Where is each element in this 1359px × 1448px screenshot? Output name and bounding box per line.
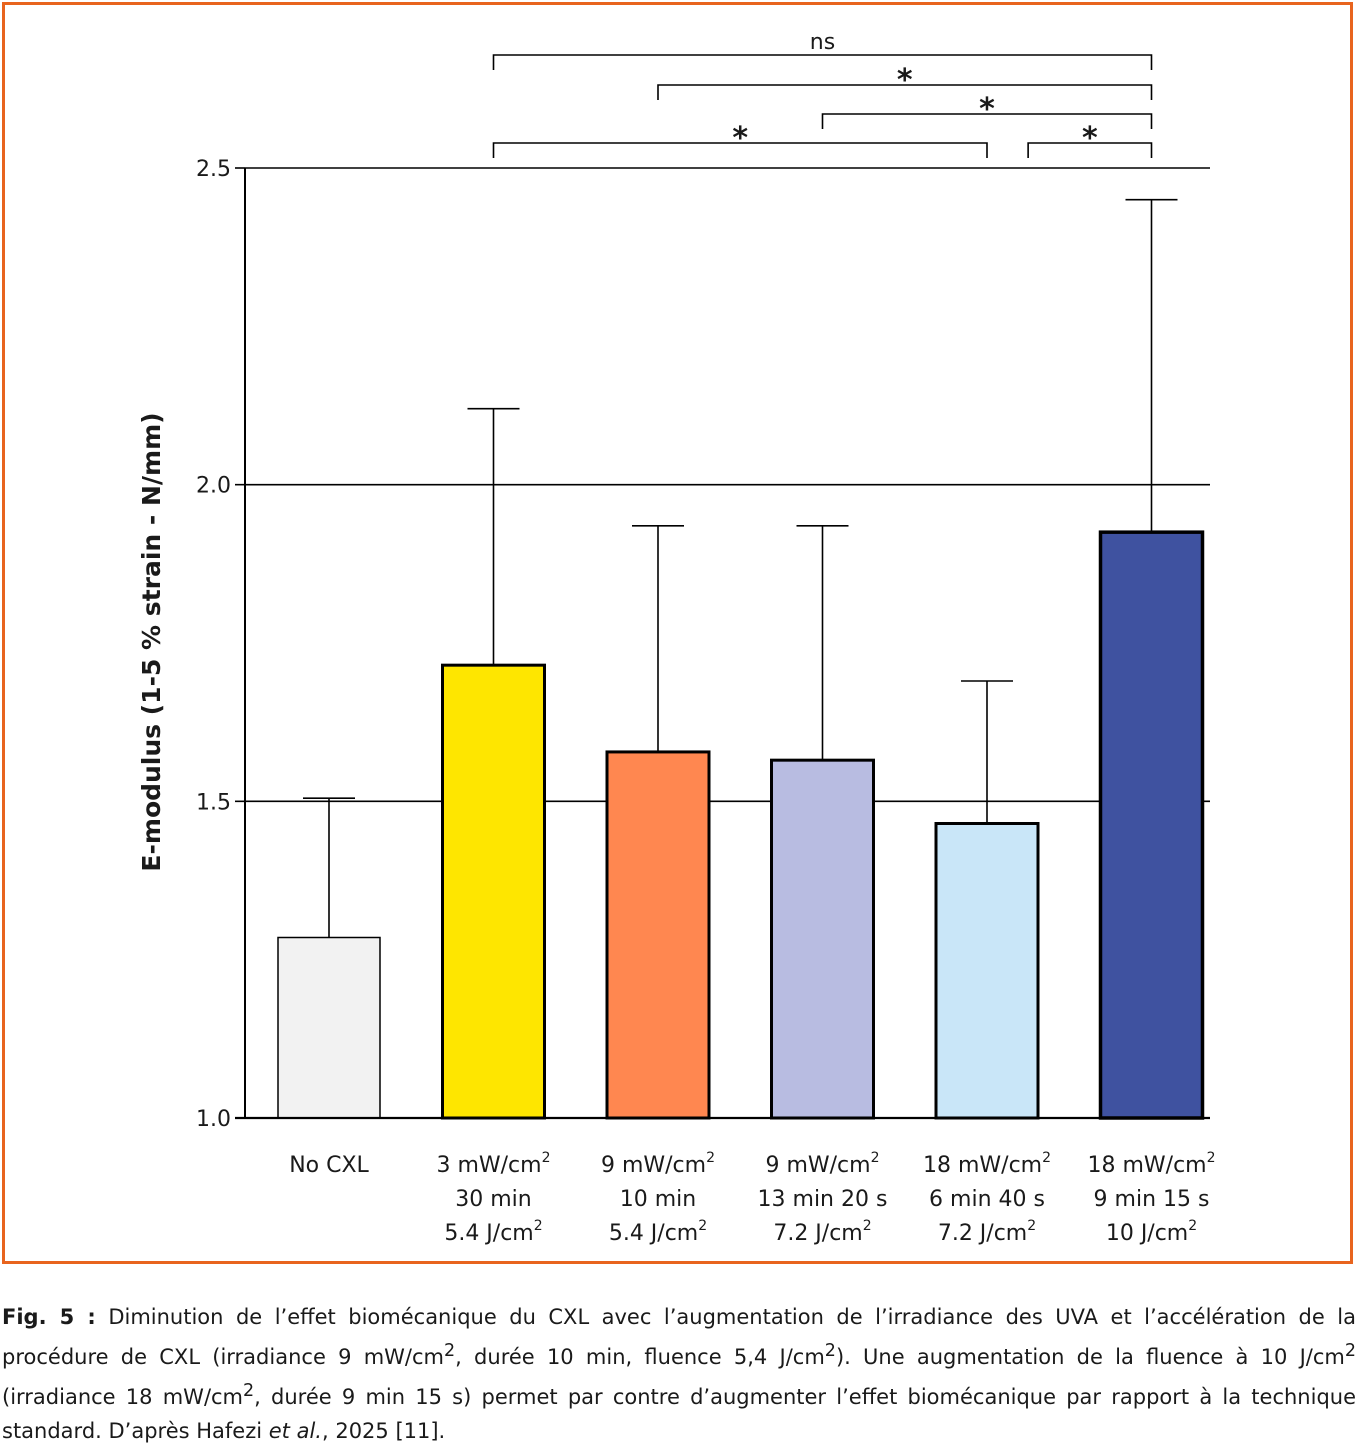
x-tick-label: 10 min: [620, 1187, 696, 1212]
x-tick-label: 9 mW/cm2: [601, 1150, 715, 1178]
x-tick-label: 7.2 J/cm2: [773, 1218, 871, 1246]
significance-bracket: [492, 54, 1153, 70]
x-tick-label-superscript: 2: [871, 1150, 880, 1166]
caption-fig-label: Fig. 5 :: [2, 1305, 96, 1329]
x-tick-label: 6 min 40 s: [929, 1187, 1045, 1212]
x-tick-label-superscript: 2: [706, 1150, 715, 1166]
significance-label: *: [979, 92, 995, 127]
caption-sup-3: 2: [1344, 1341, 1357, 1361]
x-tick-label-superscript: 2: [1042, 1150, 1051, 1166]
significance-bracket: [492, 142, 988, 158]
y-tick-label: 2.5: [196, 157, 231, 182]
significance-label: *: [897, 63, 913, 98]
bar: [605, 750, 711, 1120]
x-tick-label-superscript: 2: [1207, 1150, 1216, 1166]
caption-sup-2: 2: [824, 1341, 836, 1361]
x-tick-label: 18 mW/cm2: [1087, 1150, 1215, 1178]
significance-bracket: [1027, 142, 1153, 158]
y-tick-label: 1.0: [196, 1107, 231, 1132]
significance-label: *: [732, 121, 748, 156]
x-tick-label: 9 min 15 s: [1094, 1187, 1210, 1212]
caption-text-1: Diminution de l’effet biomécanique du CX…: [2, 1305, 1356, 1369]
significance-label: *: [1082, 121, 1098, 156]
caption-text-3: ). Une augmentation de la fluence à 10 J…: [835, 1345, 1345, 1369]
significance-label: ns: [810, 30, 835, 55]
x-tick-label: 13 min 20 s: [758, 1187, 888, 1212]
figure-caption: Fig. 5 : Diminution de l’effet biomécani…: [2, 1300, 1356, 1448]
caption-italic: et al.: [268, 1419, 322, 1443]
caption-text-5: , durée 9 min 15 s) permet par contre d’…: [2, 1385, 1356, 1443]
figure-frame: [2, 2, 1353, 1264]
x-tick-label-superscript: 2: [863, 1218, 872, 1234]
x-tick-label-superscript: 2: [534, 1218, 543, 1234]
bar-chart: 1.0 1.5 2.0 2.5 E-modulus (1-5 % strain - N/…: [137, 30, 1216, 1246]
x-tick-label-superscript: 2: [542, 1150, 551, 1166]
y-tick-label: 1.5: [196, 790, 231, 815]
bar: [934, 822, 1040, 1120]
caption-text-2: , durée 10 min, fluence 5,4 J/cm: [455, 1345, 825, 1369]
x-tick-label: 10 J/cm2: [1106, 1218, 1197, 1246]
x-tick-label: 18 mW/cm2: [923, 1150, 1051, 1178]
significance-bracket: [657, 84, 1153, 100]
caption-sup-1: 2: [444, 1341, 456, 1361]
bar: [441, 663, 546, 1120]
y-tick-label: 2.0: [196, 474, 231, 499]
caption-sup-4: 2: [243, 1381, 255, 1401]
x-tick-label: No CXL: [289, 1153, 369, 1178]
x-tick-label: 5.4 J/cm2: [609, 1218, 707, 1246]
x-tick-label: 9 mW/cm2: [765, 1150, 879, 1178]
x-tick-label-superscript: 2: [698, 1218, 707, 1234]
bar: [770, 758, 875, 1120]
caption-text-4: (irradiance 18 mW/cm: [2, 1385, 244, 1409]
x-tick-label: 3 mW/cm2: [436, 1150, 550, 1178]
y-axis-label: E-modulus (1-5 % strain - N/mm): [137, 412, 166, 871]
significance-bracket: [821, 113, 1153, 129]
x-tick-label-superscript: 2: [1188, 1218, 1197, 1234]
bar: [277, 936, 381, 1119]
bar: [1098, 530, 1205, 1120]
x-tick-label-superscript: 2: [1027, 1218, 1036, 1234]
x-tick-label: 7.2 J/cm2: [938, 1218, 1036, 1246]
caption-text-6: , 2025 [11].: [321, 1419, 446, 1443]
x-tick-label: 5.4 J/cm2: [444, 1218, 542, 1246]
x-tick-label: 30 min: [455, 1187, 531, 1212]
